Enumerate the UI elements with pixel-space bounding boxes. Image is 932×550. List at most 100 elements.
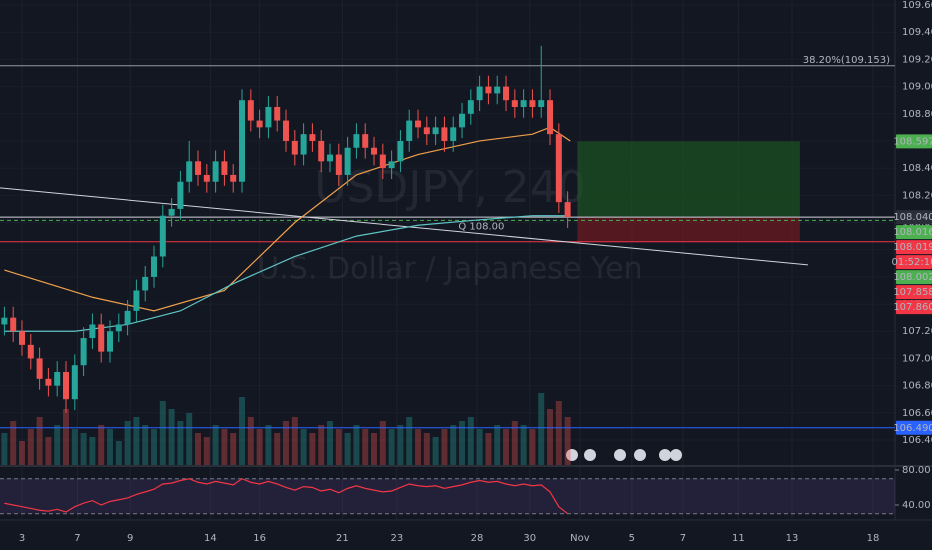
volume-bar — [318, 425, 325, 465]
candle-body — [27, 344, 34, 359]
candle-body — [344, 147, 351, 175]
x-tick-label: 11 — [732, 533, 745, 544]
volume-bar — [371, 433, 378, 465]
volume-bar — [335, 429, 342, 465]
candle-body — [71, 365, 78, 400]
volume-bar — [547, 409, 554, 465]
y-tick-label: 106.400 — [902, 435, 932, 446]
candle-body — [221, 161, 228, 175]
candle-body — [89, 324, 96, 339]
candle-body — [520, 100, 527, 107]
annotation: Q 108.00 — [458, 222, 504, 233]
candle-body — [459, 113, 466, 128]
volume-bar — [529, 429, 536, 465]
volume-bar — [459, 421, 466, 465]
candle-body — [274, 106, 281, 121]
candle-body — [564, 202, 571, 218]
candle-body — [256, 120, 263, 128]
candle-body — [63, 372, 70, 400]
candle-body — [476, 86, 483, 101]
candle-body — [212, 161, 219, 182]
event-icon — [670, 449, 682, 461]
y-tick-label: 109.000 — [902, 82, 932, 93]
y-tick-label: 106.600 — [902, 408, 932, 419]
volume-bar — [379, 421, 386, 465]
candle-body — [10, 317, 17, 332]
candle-body — [494, 86, 501, 94]
rsi-tick-label: 40.00 — [902, 500, 931, 511]
watermark-description: U.S. Dollar / Japanese Yen — [257, 252, 642, 287]
y-tick-label: 109.600 — [902, 0, 932, 11]
y-tick-label: 108.200 — [902, 190, 932, 201]
candle-body — [124, 310, 131, 325]
candle-body — [177, 181, 184, 209]
volume-bar — [247, 417, 254, 465]
volume-bar — [494, 425, 501, 465]
volume-bar — [450, 425, 457, 465]
y-tick-label: 106.800 — [902, 381, 932, 392]
x-tick-label: 30 — [523, 533, 536, 544]
price-label-bg — [896, 300, 932, 315]
volume-bar — [124, 421, 131, 465]
volume-bar — [230, 433, 237, 465]
x-tick-label: 18 — [867, 533, 880, 544]
price-label-bg — [896, 134, 932, 149]
price-label: 108.002 — [893, 272, 932, 283]
volume-bar — [397, 425, 404, 465]
volume-bar — [476, 429, 483, 465]
volume-bar — [432, 437, 439, 465]
volume-bar — [441, 429, 448, 465]
candle-body — [54, 372, 61, 386]
candle-body — [309, 134, 316, 141]
volume-bar — [274, 433, 281, 465]
x-tick-label: 7 — [74, 533, 80, 544]
candle-body — [195, 161, 202, 175]
candle-body — [547, 100, 554, 135]
candle-body — [247, 100, 254, 121]
x-tick-label: 21 — [336, 533, 349, 544]
volume-bar — [239, 397, 246, 465]
fib-label: 38.20%(109.153) — [803, 55, 890, 66]
rsi-tick-label: 80.00 — [902, 465, 931, 476]
volume-bar — [309, 433, 316, 465]
candle-body — [362, 134, 369, 148]
watermark-symbol: USDJPY, 240 — [314, 162, 585, 213]
volume-bar — [555, 401, 562, 465]
event-icon — [659, 449, 671, 461]
price-label-bg — [896, 420, 932, 435]
volume-bar — [485, 433, 492, 465]
x-tick-label: 7 — [680, 533, 686, 544]
candle-body — [45, 378, 52, 386]
price-label-bg — [896, 285, 932, 300]
y-tick-label: 108.400 — [902, 163, 932, 174]
candle-body — [379, 154, 386, 169]
candle-body — [555, 134, 562, 203]
candle-body — [397, 140, 404, 162]
volume-bar — [511, 421, 518, 465]
candle-body — [115, 324, 122, 332]
candle-body — [168, 208, 175, 216]
candle-body — [36, 358, 43, 379]
price-label: 108.040 — [893, 212, 932, 223]
price-label: 108.019 — [893, 242, 932, 253]
candle-body — [107, 331, 114, 352]
volume-bar — [45, 437, 52, 465]
rsi-line — [4, 478, 568, 515]
x-tick-label: 23 — [391, 533, 404, 544]
candle-body — [441, 127, 448, 141]
position-target-zone — [577, 141, 800, 218]
x-tick-label: 13 — [786, 533, 799, 544]
candle-body — [335, 154, 342, 175]
candle-body — [265, 106, 272, 128]
volume-bar — [327, 421, 334, 465]
x-tick-label: Nov — [570, 533, 590, 544]
volume-bar — [300, 429, 307, 465]
volume-bar — [564, 417, 571, 465]
candle-body — [503, 86, 510, 101]
candle-body — [203, 174, 210, 182]
candle-body — [239, 100, 246, 182]
event-icons — [566, 449, 682, 461]
candle-body — [142, 276, 149, 291]
candle-body — [432, 127, 439, 135]
